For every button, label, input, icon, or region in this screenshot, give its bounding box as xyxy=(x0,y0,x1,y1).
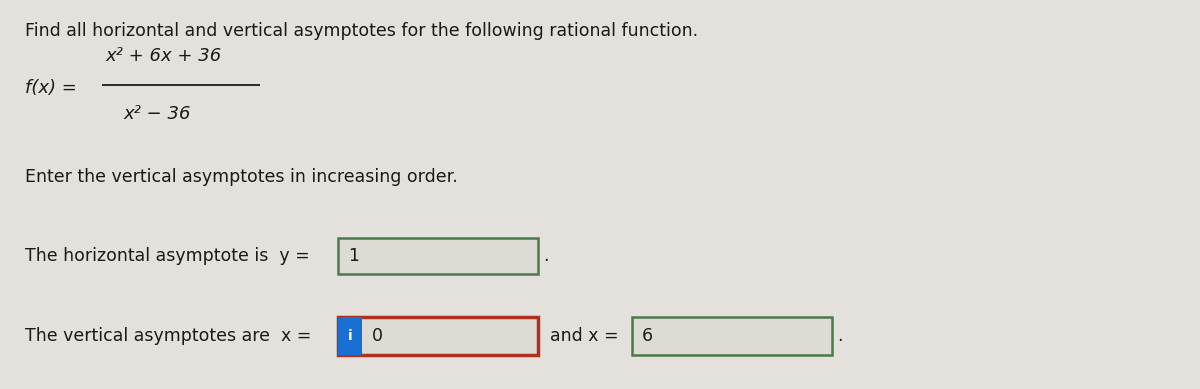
Text: 1: 1 xyxy=(348,247,359,265)
Text: The horizontal asymptote is  y =: The horizontal asymptote is y = xyxy=(25,247,310,265)
Text: Enter the vertical asymptotes in increasing order.: Enter the vertical asymptotes in increas… xyxy=(25,168,457,186)
Text: f(x) =: f(x) = xyxy=(25,79,77,97)
Text: x² + 6x + 36: x² + 6x + 36 xyxy=(106,47,221,65)
Text: i: i xyxy=(348,329,353,343)
Text: .: . xyxy=(838,327,842,345)
Text: Find all horizontal and vertical asymptotes for the following rational function.: Find all horizontal and vertical asympto… xyxy=(25,22,698,40)
Text: .: . xyxy=(542,247,548,265)
Text: and x =: and x = xyxy=(550,327,619,345)
FancyBboxPatch shape xyxy=(338,317,362,355)
Text: x² − 36: x² − 36 xyxy=(124,105,191,123)
Text: 6: 6 xyxy=(642,327,653,345)
FancyBboxPatch shape xyxy=(338,317,538,355)
Text: The vertical asymptotes are  x =: The vertical asymptotes are x = xyxy=(25,327,311,345)
FancyBboxPatch shape xyxy=(632,317,832,355)
FancyBboxPatch shape xyxy=(338,238,538,274)
Text: 0: 0 xyxy=(372,327,383,345)
